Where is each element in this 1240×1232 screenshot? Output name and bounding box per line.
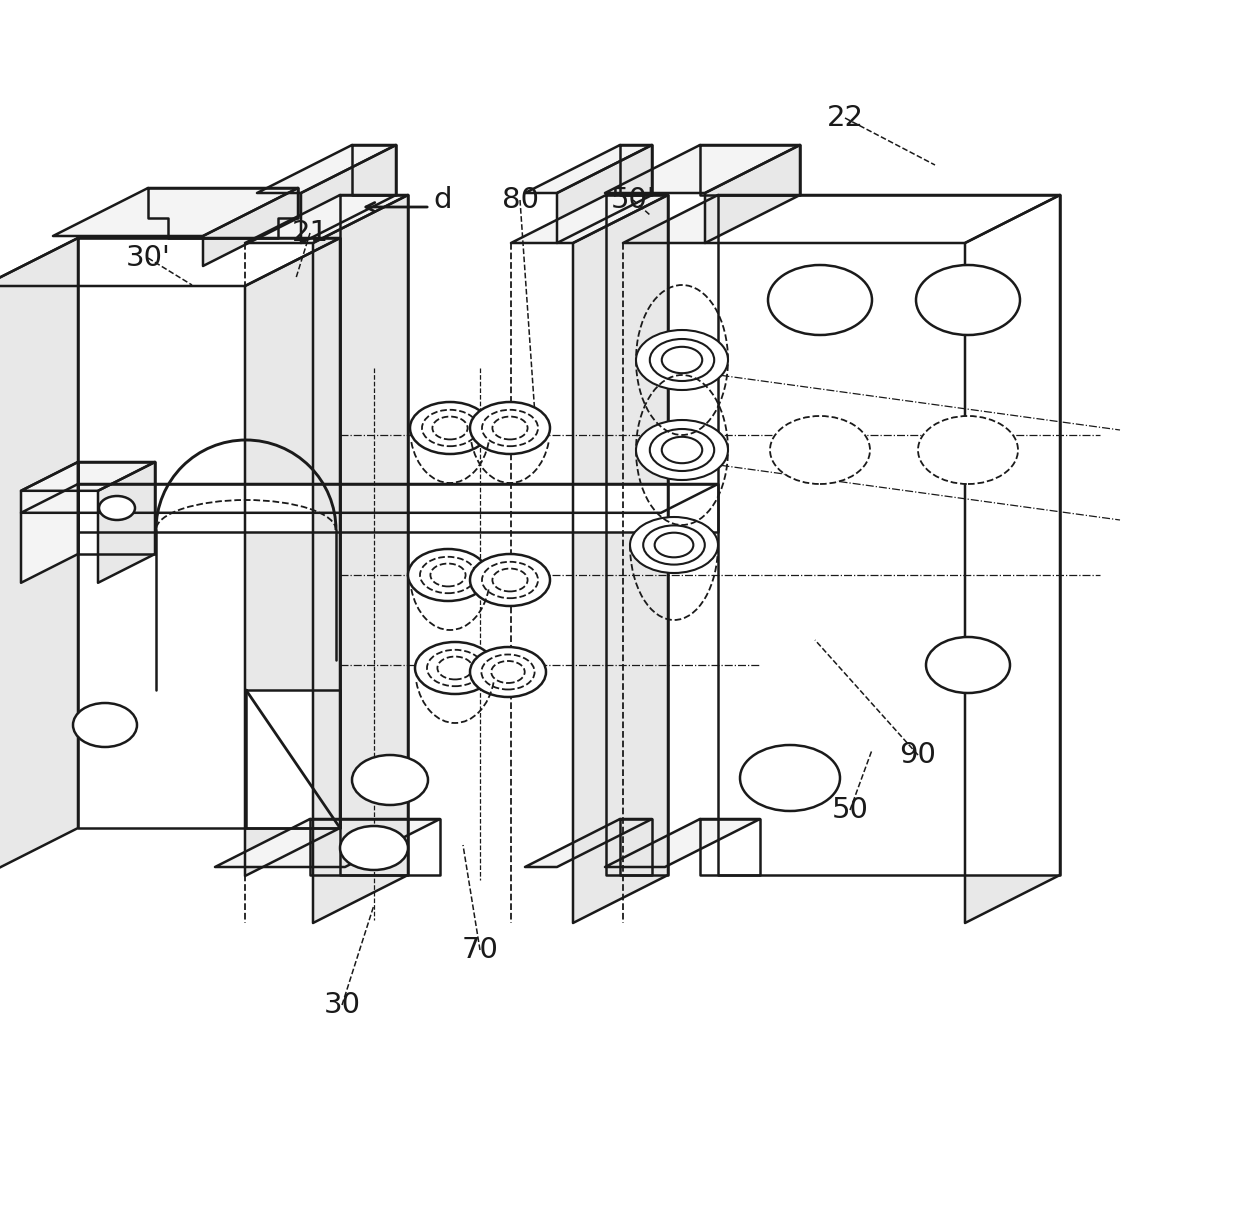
Polygon shape: [606, 195, 668, 875]
Polygon shape: [257, 145, 396, 193]
Ellipse shape: [408, 549, 489, 601]
Polygon shape: [701, 145, 800, 195]
Polygon shape: [301, 145, 396, 243]
Polygon shape: [312, 195, 408, 923]
Polygon shape: [701, 819, 760, 875]
Ellipse shape: [650, 429, 714, 471]
Polygon shape: [246, 690, 340, 828]
Ellipse shape: [655, 532, 693, 557]
Ellipse shape: [415, 642, 495, 694]
Text: d: d: [434, 186, 453, 214]
Text: 22: 22: [827, 103, 863, 132]
Polygon shape: [246, 195, 408, 243]
Ellipse shape: [422, 410, 477, 446]
Polygon shape: [525, 145, 652, 193]
Text: 50: 50: [832, 796, 868, 824]
Polygon shape: [148, 188, 298, 238]
Ellipse shape: [470, 647, 546, 697]
Ellipse shape: [492, 568, 527, 591]
Polygon shape: [0, 238, 78, 876]
Ellipse shape: [427, 649, 484, 686]
Ellipse shape: [770, 416, 870, 484]
Polygon shape: [965, 195, 1060, 923]
Ellipse shape: [482, 410, 538, 446]
Polygon shape: [605, 145, 800, 193]
Text: 80: 80: [501, 186, 538, 214]
Text: 50': 50': [610, 186, 656, 214]
Ellipse shape: [492, 416, 527, 440]
Polygon shape: [622, 195, 1060, 243]
Polygon shape: [525, 819, 652, 867]
Text: 90: 90: [899, 740, 936, 769]
Polygon shape: [340, 195, 408, 875]
Ellipse shape: [630, 517, 718, 573]
Ellipse shape: [650, 339, 714, 381]
Text: 21: 21: [291, 219, 329, 246]
Ellipse shape: [768, 265, 872, 335]
Ellipse shape: [433, 416, 467, 440]
Ellipse shape: [916, 265, 1021, 335]
Polygon shape: [215, 819, 440, 867]
Polygon shape: [53, 188, 298, 237]
Polygon shape: [203, 188, 298, 266]
Polygon shape: [21, 462, 78, 583]
Text: 30: 30: [324, 991, 361, 1019]
Polygon shape: [573, 195, 668, 923]
Ellipse shape: [99, 496, 135, 520]
Ellipse shape: [636, 420, 728, 480]
Ellipse shape: [420, 557, 476, 593]
Polygon shape: [352, 145, 396, 195]
Polygon shape: [620, 819, 652, 875]
Ellipse shape: [740, 745, 839, 811]
Polygon shape: [98, 462, 155, 583]
Polygon shape: [0, 238, 340, 286]
Text: 70: 70: [461, 936, 498, 963]
Ellipse shape: [662, 437, 702, 463]
Polygon shape: [21, 462, 155, 490]
Polygon shape: [78, 484, 718, 532]
Ellipse shape: [491, 662, 525, 683]
Polygon shape: [557, 145, 652, 243]
Polygon shape: [246, 238, 340, 876]
Polygon shape: [78, 462, 155, 554]
Polygon shape: [620, 145, 652, 195]
Ellipse shape: [482, 562, 538, 599]
Polygon shape: [718, 195, 1060, 875]
Ellipse shape: [470, 554, 551, 606]
Ellipse shape: [662, 346, 702, 373]
Ellipse shape: [73, 703, 136, 747]
Polygon shape: [511, 195, 668, 243]
Polygon shape: [21, 484, 718, 513]
Polygon shape: [310, 819, 440, 875]
Ellipse shape: [352, 755, 428, 804]
Ellipse shape: [918, 416, 1018, 484]
Polygon shape: [706, 145, 800, 243]
Ellipse shape: [926, 637, 1011, 692]
Text: 30': 30': [125, 244, 170, 272]
Polygon shape: [605, 819, 760, 867]
Ellipse shape: [430, 563, 465, 586]
Ellipse shape: [470, 402, 551, 455]
Ellipse shape: [644, 525, 704, 564]
Ellipse shape: [340, 825, 408, 870]
Ellipse shape: [481, 654, 534, 690]
Polygon shape: [78, 238, 340, 828]
Ellipse shape: [636, 330, 728, 391]
Ellipse shape: [438, 657, 472, 679]
Ellipse shape: [410, 402, 490, 455]
